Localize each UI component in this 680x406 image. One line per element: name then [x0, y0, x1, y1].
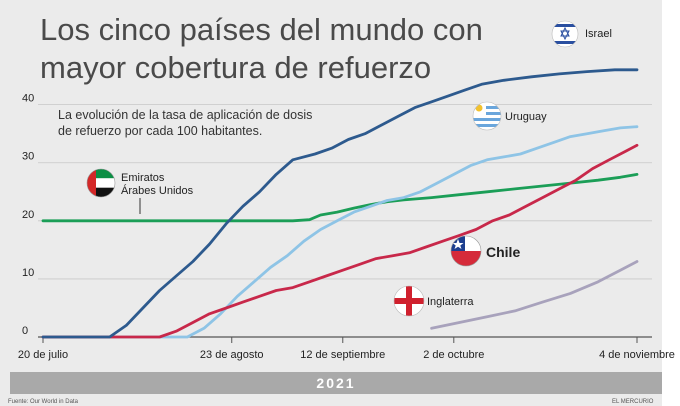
label-inglaterra: Inglaterra [427, 296, 474, 308]
label-uae-line: Árabes Unidos [121, 184, 194, 197]
year-band [10, 372, 662, 394]
right-margin [662, 0, 680, 406]
y-tick-label: 30 [22, 151, 34, 163]
label-uae-line: Emiratos [121, 172, 165, 184]
y-tick-label: 40 [22, 93, 34, 105]
x-tick-label: 12 de septiembre [300, 349, 385, 361]
year-label: 2021 [316, 375, 355, 391]
label-chile: Chile [486, 244, 520, 260]
y-tick-label: 10 [22, 267, 34, 279]
england-flag [393, 285, 425, 317]
series-lines [41, 68, 639, 339]
y-tick-labels: 0 10 20 30 40 [22, 93, 34, 337]
series-line-israel [41, 68, 639, 339]
credit-note: EL MERCURIO [612, 399, 654, 405]
x-tick-label: 4 de noviembre [599, 349, 675, 361]
series-line-uruguay [41, 125, 639, 339]
label-uruguay: Uruguay [505, 111, 547, 123]
x-tick-labels: 20 de julio 23 de agosto 12 de septiembre 2… [18, 337, 675, 361]
label-uae: Emiratos Árabes Unidos [121, 172, 194, 197]
chart-subtitle-line-2: de refuerzo por cada 100 habitantes. [58, 124, 262, 138]
uae-flag [86, 168, 116, 198]
y-tick-label: 20 [22, 209, 34, 221]
source-note: Fuente: Our World in Data [8, 399, 79, 405]
israel-flag [551, 20, 579, 48]
label-israel: Israel [585, 28, 612, 40]
y-tick-label: 0 [22, 325, 28, 337]
chart-subtitle-line-1: La evolución de la tasa de aplicación de… [58, 108, 312, 122]
uruguay-flag [472, 101, 502, 131]
chart-title-line-1: Los cinco países del mundo con [40, 12, 483, 47]
x-tick-label: 20 de julio [18, 349, 68, 361]
chart-title-line-2: mayor cobertura de refuerzo [40, 50, 431, 85]
series-line-inglaterra [430, 260, 639, 330]
x-tick-label: 2 de octubre [423, 349, 484, 361]
chile-flag [450, 235, 482, 267]
x-tick-label: 23 de agosto [200, 349, 264, 361]
series-line-emiratos [41, 172, 639, 223]
series-line-chile [41, 143, 639, 339]
